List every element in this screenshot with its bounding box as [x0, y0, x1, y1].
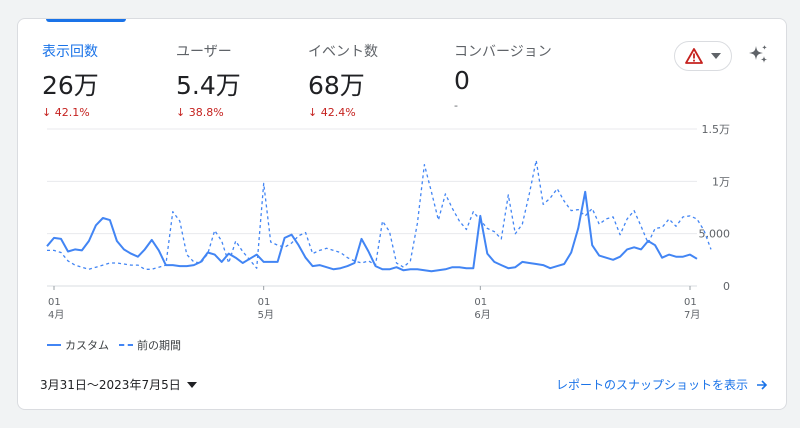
date-range-selector[interactable]: 3月31日〜2023年7月5日 [40, 376, 197, 393]
arrow-down-icon: ↓ [308, 106, 318, 119]
metric-delta: ↓ 42.4% [308, 106, 356, 119]
metric-conversions[interactable]: コンバージョン 0 - [454, 41, 552, 112]
overview-card: 表示回数 26万 ↓ 42.1% ユーザー 5.4万 ↓ 38.8% イベント数… [17, 18, 787, 410]
metric-value: 26万 [42, 71, 99, 100]
chevron-down-icon [711, 53, 721, 59]
sparkle-icon[interactable] [746, 43, 770, 67]
x-tick-month: 4月 [48, 309, 64, 321]
x-tick-day: 01 [258, 297, 271, 308]
y-tick-label: 0 [723, 280, 730, 293]
x-tick-month: 6月 [474, 309, 490, 321]
chevron-down-icon [186, 381, 197, 388]
legend-item-current: カスタム [47, 337, 109, 353]
y-tick-label: 1万 [712, 175, 730, 188]
metric-value: 68万 [308, 71, 365, 100]
warning-icon [685, 48, 703, 64]
arrow-down-icon: ↓ [176, 106, 186, 119]
legend-item-previous: 前の期間 [119, 337, 181, 353]
metric-impressions[interactable]: 表示回数 26万 ↓ 42.1% [42, 41, 99, 119]
warning-dropdown-button[interactable] [674, 41, 732, 71]
legend-dashed-swatch [119, 344, 133, 346]
metric-delta: - [454, 99, 458, 112]
metric-label: コンバージョン [454, 44, 552, 60]
metric-value: 0 [454, 66, 470, 95]
view-snapshot-link[interactable]: レポートのスナップショットを表示 [556, 376, 768, 393]
metric-events[interactable]: イベント数 68万 ↓ 42.4% [308, 41, 378, 119]
x-tick-month: 5月 [258, 309, 274, 321]
metric-label: イベント数 [308, 44, 378, 60]
legend-solid-swatch [47, 344, 61, 346]
snapshot-link-label: レポートのスナップショットを表示 [555, 378, 748, 392]
metric-value: 5.4万 [176, 71, 241, 100]
arrow-down-icon: ↓ [42, 106, 52, 119]
x-tick-day: 01 [48, 297, 61, 308]
active-tab-indicator [46, 19, 126, 22]
metric-delta: ↓ 38.8% [176, 106, 224, 119]
chart-legend: カスタム 前の期間 [47, 337, 191, 353]
metric-label: 表示回数 [42, 44, 98, 60]
y-tick-label: 5,000 [699, 228, 731, 241]
x-tick-month: 7月 [684, 309, 700, 321]
x-tick-day: 01 [474, 297, 487, 308]
metric-users[interactable]: ユーザー 5.4万 ↓ 38.8% [176, 41, 241, 119]
arrow-right-icon [757, 379, 768, 390]
x-tick-day: 01 [684, 297, 697, 308]
date-range-label: 3月31日〜2023年7月5日 [40, 378, 181, 392]
series-line-previous [47, 159, 712, 270]
metric-label: ユーザー [176, 44, 232, 60]
metric-delta: ↓ 42.1% [42, 106, 90, 119]
series-line-current [46, 190, 698, 273]
y-tick-label: 1.5万 [702, 123, 731, 136]
